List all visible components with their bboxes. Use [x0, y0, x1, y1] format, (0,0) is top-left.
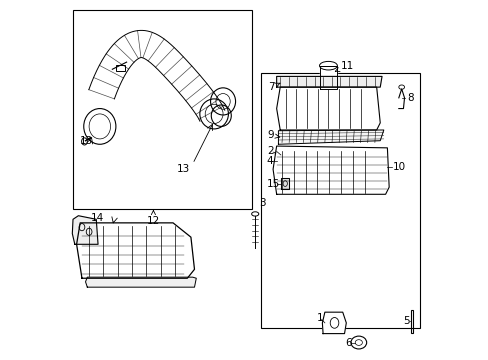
- Text: 12: 12: [146, 210, 160, 226]
- Polygon shape: [272, 146, 388, 194]
- Text: 10: 10: [392, 162, 405, 172]
- Polygon shape: [319, 66, 337, 89]
- Polygon shape: [278, 130, 383, 144]
- Text: 13: 13: [80, 136, 93, 146]
- Polygon shape: [276, 76, 381, 87]
- Text: 3: 3: [259, 198, 265, 208]
- Bar: [410, 310, 413, 333]
- Bar: [73, 10, 251, 208]
- Bar: [276, 159, 283, 163]
- Text: 7: 7: [267, 82, 280, 92]
- Text: 4: 4: [266, 156, 273, 166]
- Text: 13: 13: [177, 164, 190, 174]
- Polygon shape: [85, 277, 196, 287]
- Text: 6: 6: [344, 338, 351, 347]
- Polygon shape: [276, 87, 380, 130]
- Polygon shape: [322, 312, 346, 334]
- Text: 14: 14: [90, 212, 104, 222]
- Text: 1: 1: [316, 312, 323, 323]
- Text: 9: 9: [267, 130, 279, 140]
- Text: 5: 5: [403, 316, 409, 326]
- Text: 15: 15: [266, 179, 280, 189]
- Text: 2: 2: [266, 147, 273, 157]
- Polygon shape: [77, 223, 194, 278]
- Text: 8: 8: [406, 93, 413, 103]
- Bar: [116, 64, 124, 71]
- Text: 11: 11: [335, 61, 353, 71]
- Polygon shape: [72, 216, 98, 244]
- Polygon shape: [281, 178, 288, 189]
- Bar: [260, 73, 419, 328]
